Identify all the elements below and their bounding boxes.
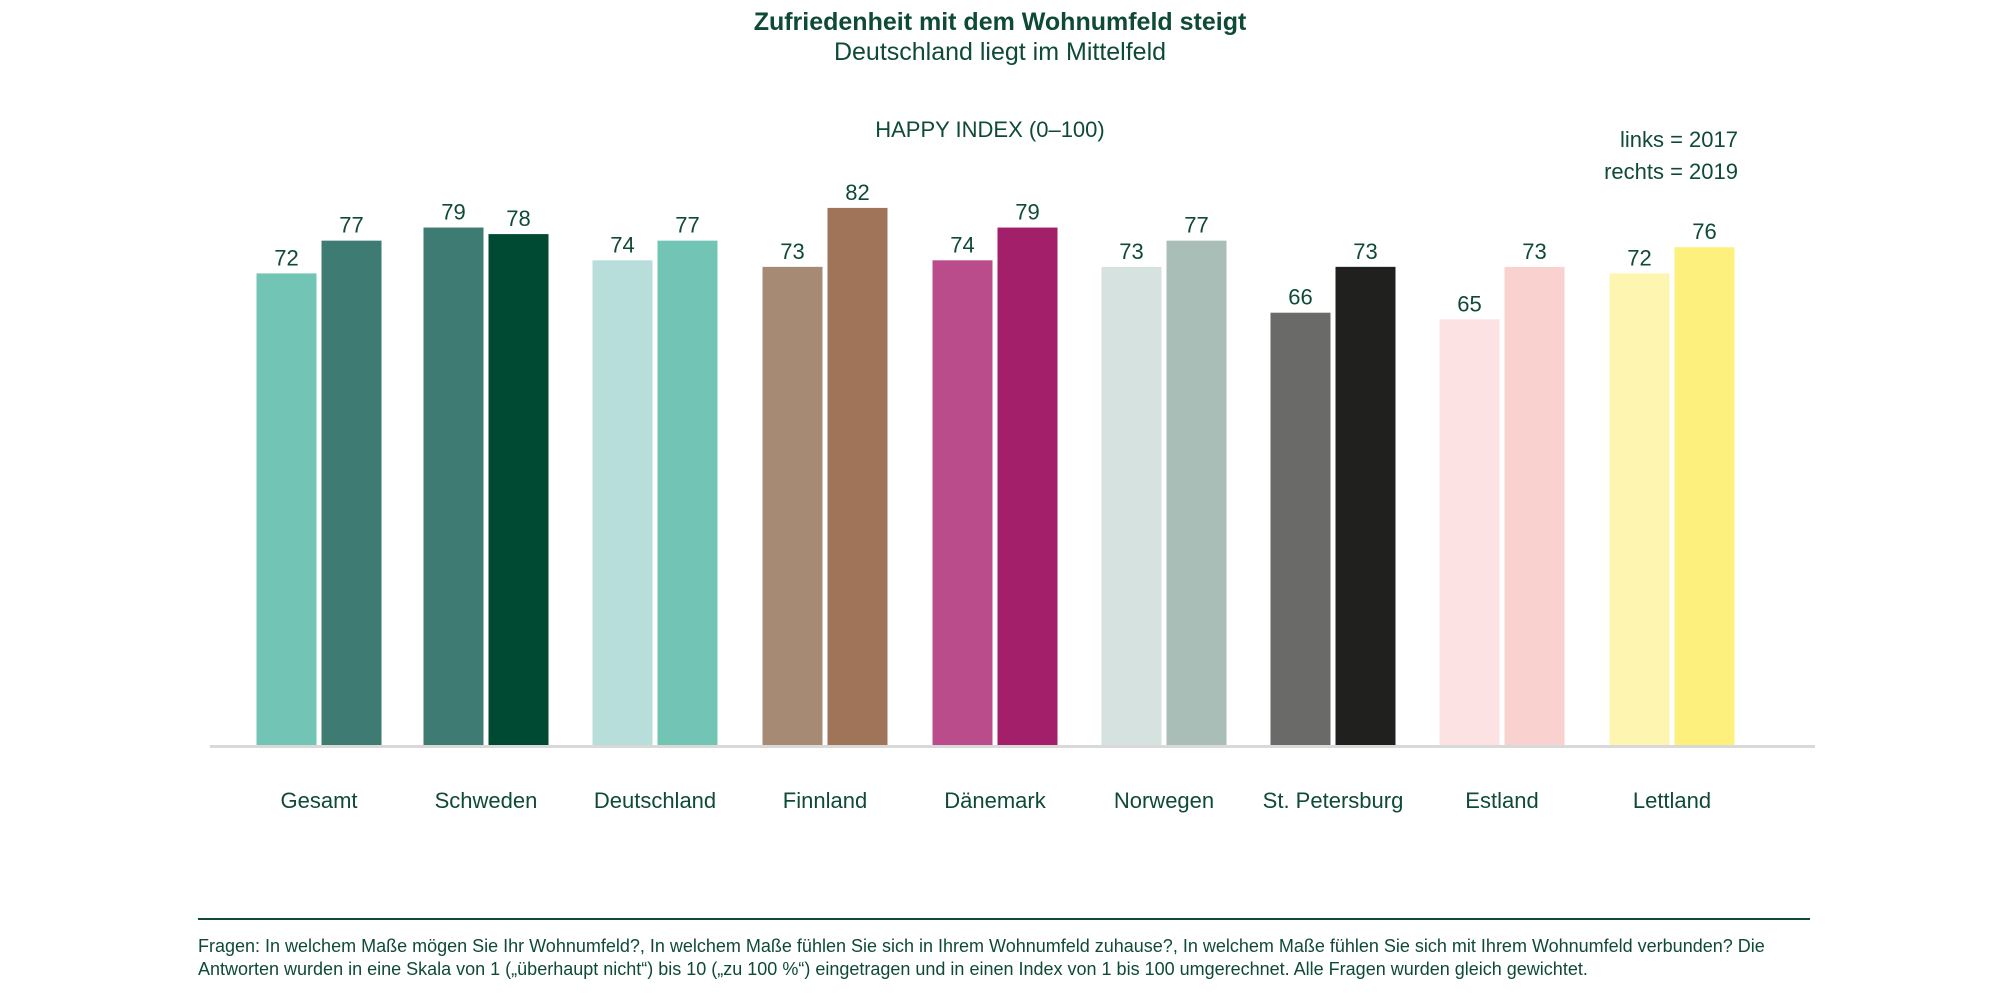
index-label: HAPPY INDEX (0–100) [875, 117, 1105, 142]
footnote-divider [198, 918, 1810, 920]
category-label: Deutschland [594, 788, 716, 813]
category-label: Finnland [783, 788, 867, 813]
bar-value-label: 77 [1184, 213, 1208, 238]
legend-right: rechts = 2019 [1604, 159, 1738, 184]
bar-left [1270, 312, 1331, 745]
bar-value-label: 76 [1692, 219, 1716, 244]
bar-left [1609, 273, 1670, 745]
bar-left [423, 227, 484, 746]
bar-value-label: 66 [1288, 285, 1312, 310]
footnote: Fragen: In welchem Maße mögen Sie Ihr Wo… [198, 936, 1765, 979]
bar-value-label: 72 [1627, 245, 1651, 270]
chart-title: Zufriedenheit mit dem Wohnumfeld steigt [753, 8, 1247, 36]
bar-right [827, 207, 888, 745]
category-label: Gesamt [280, 788, 357, 813]
bar-value-label: 74 [950, 232, 974, 257]
bar-value-label: 79 [1015, 200, 1039, 225]
bar-right [1166, 240, 1227, 745]
bar-left [1439, 319, 1500, 745]
bar-value-label: 77 [339, 213, 363, 238]
bar-left [762, 266, 823, 745]
bar-value-label: 73 [1119, 239, 1143, 264]
bar-value-label: 78 [506, 206, 530, 231]
bar-value-label: 72 [274, 245, 298, 270]
category-label: Lettland [1633, 788, 1711, 813]
bar-right [1504, 266, 1565, 745]
category-label: Dänemark [944, 788, 1046, 813]
bar-right [1335, 266, 1396, 745]
bar-right [321, 240, 382, 745]
bar-value-label: 65 [1457, 291, 1481, 316]
chart-subtitle: Deutschland liegt im Mittelfeld [833, 38, 1167, 66]
category-label: Schweden [435, 788, 538, 813]
bar-value-label: 82 [845, 180, 869, 205]
category-label: St. Petersburg [1263, 788, 1404, 813]
bar-value-label: 73 [1522, 239, 1546, 264]
bar-value-label: 79 [441, 200, 465, 225]
bar-left [932, 260, 993, 745]
category-label: Norwegen [1114, 788, 1214, 813]
bar-value-label: 73 [780, 239, 804, 264]
bar-right [488, 234, 549, 745]
legend-left: links = 2017 [1619, 127, 1738, 152]
bar-left [256, 273, 317, 745]
bar-right [1674, 247, 1735, 745]
bar-chart: 72 77 Gesamt 79 78 Schweden 74 77 Deutschland 73 8… [210, 180, 1815, 813]
bar-value-label: 77 [675, 213, 699, 238]
bar-left [1101, 266, 1162, 745]
bar-value-label: 73 [1353, 239, 1377, 264]
legend: links = 2017 rechts = 2019 [1604, 124, 1738, 188]
bar-value-label: 74 [610, 232, 634, 257]
bar-right [997, 227, 1058, 746]
bar-left [592, 260, 653, 745]
category-label: Estland [1465, 788, 1538, 813]
bar-right [657, 240, 718, 745]
